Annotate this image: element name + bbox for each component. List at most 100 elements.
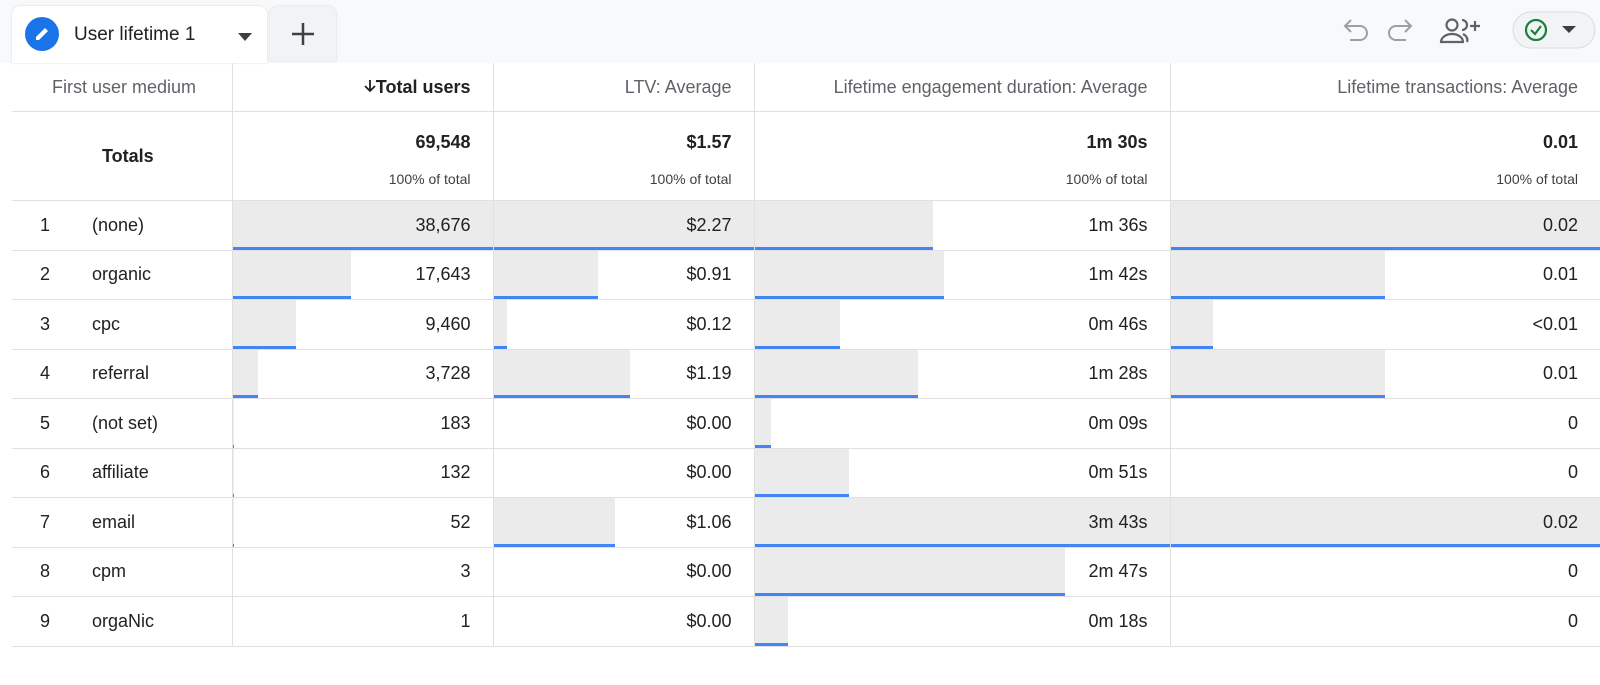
in-cell-bar xyxy=(754,250,945,299)
medium: organic xyxy=(92,264,152,285)
tab-title: User lifetime 1 xyxy=(74,24,196,45)
metric-cell: 1 xyxy=(232,596,494,647)
metric-value: 183 xyxy=(440,412,471,433)
toolbar: User lifetime 1 xyxy=(0,0,1600,63)
metric-value: 1 xyxy=(460,610,471,631)
metric-value: $0.00 xyxy=(686,412,732,433)
metric-value: 132 xyxy=(440,462,471,483)
in-cell-bar xyxy=(754,300,841,349)
metric-value: 9,460 xyxy=(425,313,471,334)
in-cell-bar xyxy=(493,349,630,398)
metric-cell: 0.01 xyxy=(1170,349,1600,399)
metric-cell: 0.02 xyxy=(1170,497,1600,548)
data-row: 6 affiliate 132 $0.00 0m 51s 0 xyxy=(12,448,1600,498)
total-value: 69,548 xyxy=(415,131,471,152)
column-header[interactable]: LTV: Average xyxy=(493,63,755,112)
medium: email xyxy=(92,511,136,532)
column-header-text: LTV: Average xyxy=(624,76,732,97)
metric-cell: 0m 09s xyxy=(754,398,1171,449)
column-header[interactable]: Lifetime transactions: Average xyxy=(1170,63,1600,112)
medium: cpc xyxy=(92,313,121,334)
data-row: 8 cpm 3 $0.00 2m 47s 0 xyxy=(12,547,1600,597)
edit-icon[interactable] xyxy=(25,17,59,51)
total-share: 100% of total xyxy=(649,170,732,187)
metric-cell: 3,728 xyxy=(232,349,494,399)
dimension-cell: 3 cpc xyxy=(12,299,233,350)
total-share: 100% of total xyxy=(1496,170,1578,187)
in-cell-bar xyxy=(232,201,493,250)
add-tab[interactable] xyxy=(270,6,336,61)
totals-cell: $1.57 100% of total xyxy=(493,111,755,201)
medium: (none) xyxy=(92,214,145,235)
row-index: 5 xyxy=(39,412,50,433)
metric-value: 17,643 xyxy=(415,264,471,285)
metric-cell: 3m 43s xyxy=(754,497,1171,548)
row-index: 9 xyxy=(39,610,50,631)
metric-cell: 17,643 xyxy=(232,250,494,300)
total-value: 0.01 xyxy=(1542,131,1578,152)
dimension-cell: 8 cpm xyxy=(12,547,233,597)
metric-value: 0.01 xyxy=(1542,264,1578,285)
column-header[interactable]: Total users xyxy=(232,63,494,112)
metric-cell: 0m 51s xyxy=(754,448,1171,498)
metric-cell: 183 xyxy=(232,398,494,449)
pencil xyxy=(36,28,48,40)
header-row: First user medium Total users LTV: Average… xyxy=(12,63,1600,112)
tab[interactable]: User lifetime 1 xyxy=(12,6,267,63)
metric-value: 0 xyxy=(1567,610,1578,631)
in-cell-bar xyxy=(754,498,1170,547)
metric-value: 0 xyxy=(1567,561,1578,582)
data-row: 4 referral 3,728 $1.19 1m 28s 0.01 xyxy=(12,349,1600,399)
row-index: 7 xyxy=(39,511,50,532)
medium: (not set) xyxy=(92,412,159,433)
total-share: 100% of total xyxy=(1065,170,1148,187)
in-cell-bar xyxy=(232,300,297,349)
in-cell-bar xyxy=(754,547,1066,596)
metric-value: 0m 46s xyxy=(1088,313,1148,334)
metric-value: 3m 43s xyxy=(1088,511,1148,532)
metric-value: 0m 09s xyxy=(1088,412,1148,433)
metric-cell: 9,460 xyxy=(232,299,494,350)
medium: affiliate xyxy=(92,462,149,483)
metric-value: 3,728 xyxy=(425,363,471,384)
column-header-text: Lifetime transactions: Average xyxy=(1337,76,1578,97)
share[interactable] xyxy=(1439,18,1480,44)
status-pill[interactable] xyxy=(1512,11,1596,49)
dimension-cell: 9 orgaNic xyxy=(12,596,233,647)
row-index: 8 xyxy=(39,561,50,582)
metric-value: 52 xyxy=(450,511,471,532)
column-header[interactable]: First user medium xyxy=(12,63,233,112)
dimension-cell: 2 organic xyxy=(12,250,233,300)
total-value: 1m 30s xyxy=(1086,131,1148,152)
data-row: 1 (none) 38,676 $2.27 1m 36s 0.02 xyxy=(12,200,1600,251)
metric-cell: 0m 46s xyxy=(754,299,1171,350)
column-header[interactable]: Lifetime engagement duration: Average xyxy=(754,63,1171,112)
toolbar-icons xyxy=(1343,11,1596,49)
metric-value: $0.12 xyxy=(686,313,732,334)
metric-value: 1m 42s xyxy=(1088,264,1148,285)
metric-cell: <0.01 xyxy=(1170,299,1600,350)
totals-cell: 0.01 100% of total xyxy=(1170,111,1600,201)
metric-cell: 0m 18s xyxy=(754,596,1171,647)
metric-cell: 0.02 xyxy=(1170,200,1600,251)
medium: cpm xyxy=(92,561,127,582)
dimension-cell: 5 (not set) xyxy=(12,398,233,449)
metric-value: 0.02 xyxy=(1542,214,1578,235)
metric-value: $0.91 xyxy=(686,264,732,285)
dimension-cell: 6 affiliate xyxy=(12,448,233,498)
metric-value: 0.01 xyxy=(1542,363,1578,384)
tab-dropdown[interactable] xyxy=(237,32,253,42)
metric-value: 38,676 xyxy=(415,214,471,235)
column-header-text: Lifetime engagement duration: Average xyxy=(833,76,1148,97)
in-cell-bar xyxy=(1170,349,1386,398)
in-cell-bar xyxy=(1170,300,1214,349)
in-cell-bar xyxy=(493,201,754,250)
data-row: 2 organic 17,643 $0.91 1m 42s 0.01 xyxy=(12,250,1600,300)
redo[interactable] xyxy=(1388,19,1413,41)
undo[interactable] xyxy=(1343,19,1368,41)
in-cell-bar xyxy=(493,300,508,349)
dimension-cell: 1 (none) xyxy=(12,200,233,251)
data-row: 5 (not set) 183 $0.00 0m 09s 0 xyxy=(12,398,1600,449)
metric-value: 0m 51s xyxy=(1088,462,1148,483)
in-cell-bar xyxy=(493,250,598,299)
